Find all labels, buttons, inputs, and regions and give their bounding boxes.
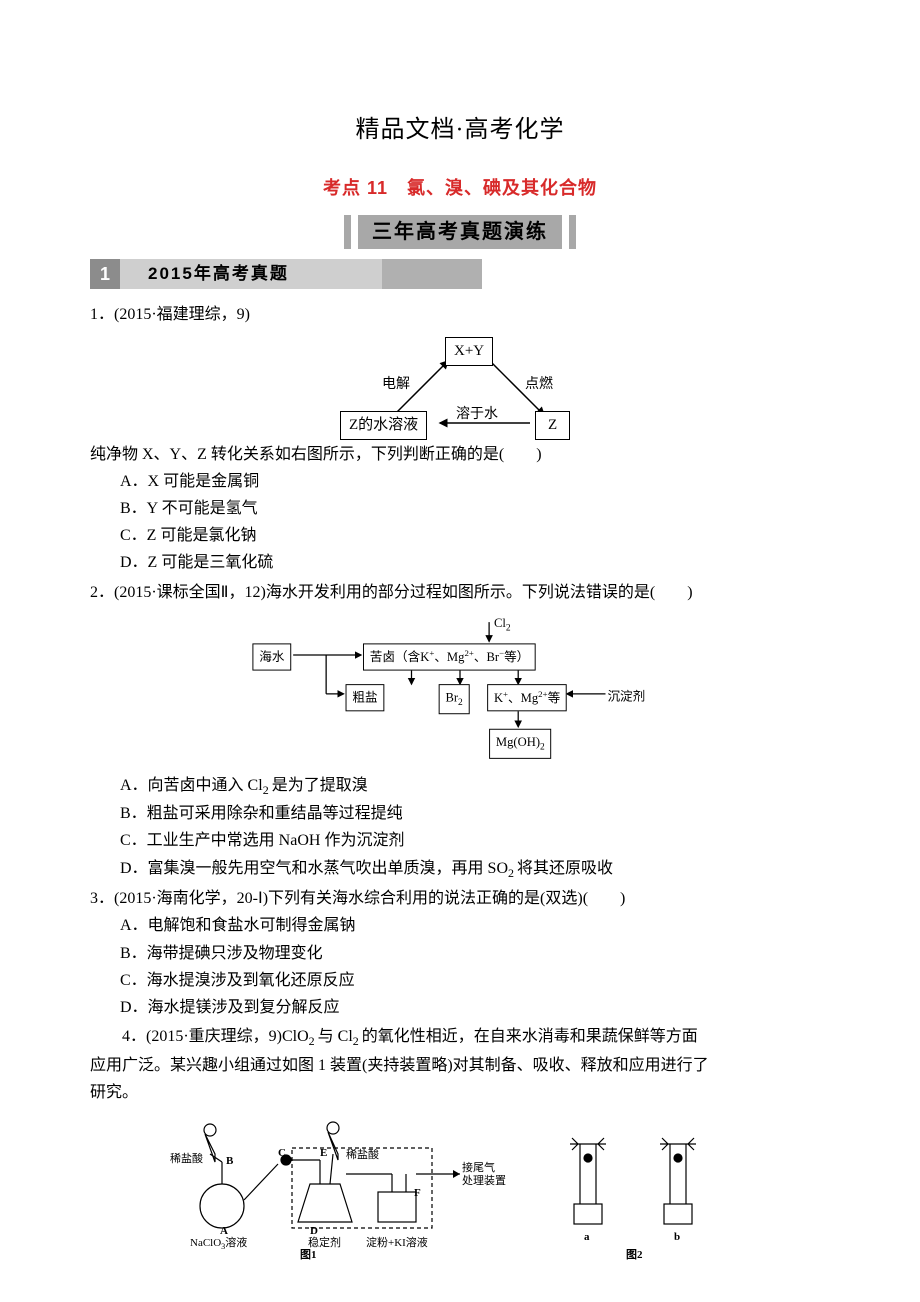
lbl-F: F [414, 1184, 421, 1203]
q1-diagram: X+Y Z的水溶液 Z 电解 点燃 溶于水 [90, 337, 830, 433]
q1-stem: 纯净物 X、Y、Z 转化关系如右图所示，下列判断正确的是( ) [90, 441, 830, 468]
q3-opt-c: C．海水提溴涉及到氧化还原反应 [90, 967, 830, 994]
d1-label-bottom: 溶于水 [456, 403, 498, 427]
year-heading-row: 1 2015年高考真题 [90, 259, 830, 289]
question-4: 4．(2015·重庆理综，9)ClO2 与 Cl2 的氧化性相近，在自来水消毒和… [90, 1023, 830, 1254]
q1-opt-b: B．Y 不可能是氢气 [90, 495, 830, 522]
q2-opt-c: C．工业生产中常选用 NaOH 作为沉淀剂 [90, 827, 830, 854]
q3-opt-d: D．海水提镁涉及到复分解反应 [90, 994, 830, 1021]
q4-stem-3: 研究。 [90, 1079, 830, 1106]
q1-opt-a: A．X 可能是金属铜 [90, 468, 830, 495]
d2-precip: 沉淀剂 [607, 686, 645, 707]
lbl-tailgas: 接尾气处理装置 [462, 1162, 506, 1188]
d2-br2: Br2 [439, 684, 470, 714]
q2-opt-a: A．向苦卤中通入 Cl2 是为了提取溴 [90, 772, 830, 801]
q2-opt-b: B．粗盐可采用除杂和重结晶等过程提纯 [90, 800, 830, 827]
d2-seawater: 海水 [252, 643, 291, 670]
d1-label-right: 点燃 [525, 373, 553, 397]
exam-point-heading: 考点 11 氯、溴、碘及其化合物 [90, 173, 830, 204]
q2-opt-d: D．富集溴一般先用空气和水蒸气吹出单质溴，再用 SO2 将其还原吸收 [90, 855, 830, 884]
q4-stem-1: 4．(2015·重庆理综，9)ClO2 与 Cl2 的氧化性相近，在自来水消毒和… [90, 1023, 830, 1052]
d1-box-right: Z [535, 411, 570, 441]
q3-opt-b: B．海带提碘只涉及物理变化 [90, 940, 830, 967]
d2-kulu: 苦卤（含K+、Mg2+、Br−等） [363, 643, 536, 671]
lbl-starch-ki: 淀粉+KI溶液 [366, 1234, 428, 1253]
lbl-naclo3: NaClO3溶液 [190, 1234, 247, 1254]
question-1: 1．(2015·福建理综，9) X+Y Z的水溶液 Z 电解 点燃 溶于水 纯净… [90, 301, 830, 576]
d2-mgoh2: Mg(OH)2 [489, 728, 551, 758]
q1-opt-d: D．Z 可能是三氧化硫 [90, 549, 830, 576]
q1-stem-source: 1．(2015·福建理综，9) [90, 301, 830, 328]
q1-opt-c: C．Z 可能是氯化钠 [90, 522, 830, 549]
lbl-dilute-hcl-right: 稀盐酸 [346, 1146, 379, 1165]
q3-stem: 3．(2015·海南化学，20-Ⅰ)下列有关海水综合利用的说法正确的是(双选)(… [90, 885, 830, 912]
d2-coarsesalt: 粗盐 [346, 684, 385, 711]
q4-stem-2: 应用广泛。某兴趣小组通过如图 1 装置(夹持装置略)对其制备、吸收、释放和应用进… [90, 1052, 830, 1079]
lbl-C: C [278, 1144, 286, 1163]
lbl-E: E [320, 1144, 327, 1163]
lbl-dilute-hcl-left: 稀盐酸 [170, 1150, 203, 1169]
lbl-a: a [584, 1228, 590, 1247]
q4-apparatus: 稀盐酸 稀盐酸 B C E A D F NaClO3溶液 稳定剂 淀粉+KI溶液… [90, 1114, 830, 1254]
section-banner: 三年高考真题演练 [90, 215, 830, 249]
question-2: 2．(2015·课标全国Ⅱ，12)海水开发利用的部分过程如图所示。下列说法错误的… [90, 579, 830, 884]
year-tail-decor [382, 259, 482, 289]
d1-label-left: 电解 [382, 373, 410, 397]
year-index: 1 [90, 259, 120, 289]
d1-box-top: X+Y [445, 337, 493, 367]
lbl-b: b [674, 1228, 680, 1247]
lbl-fig1: 图1 [300, 1246, 317, 1265]
q2-diagram: Cl2 海水 苦卤（含K+、Mg2+、Br−等） 粗盐 Br2 K+、Mg2+等… [90, 614, 830, 764]
lbl-fig2: 图2 [626, 1246, 643, 1265]
d2-cl2: Cl2 [494, 612, 511, 636]
q2-stem: 2．(2015·课标全国Ⅱ，12)海水开发利用的部分过程如图所示。下列说法错误的… [90, 579, 830, 606]
lbl-B: B [226, 1152, 233, 1171]
section-banner-text: 三年高考真题演练 [364, 215, 556, 249]
q3-opt-a: A．电解饱和食盐水可制得金属钠 [90, 912, 830, 939]
question-3: 3．(2015·海南化学，20-Ⅰ)下列有关海水综合利用的说法正确的是(双选)(… [90, 885, 830, 1021]
document-title: 精品文档·高考化学 [90, 110, 830, 151]
d2-ions: K+、Mg2+等 [487, 684, 567, 712]
d1-box-left: Z的水溶液 [340, 411, 427, 441]
year-label: 2015年高考真题 [120, 259, 382, 289]
